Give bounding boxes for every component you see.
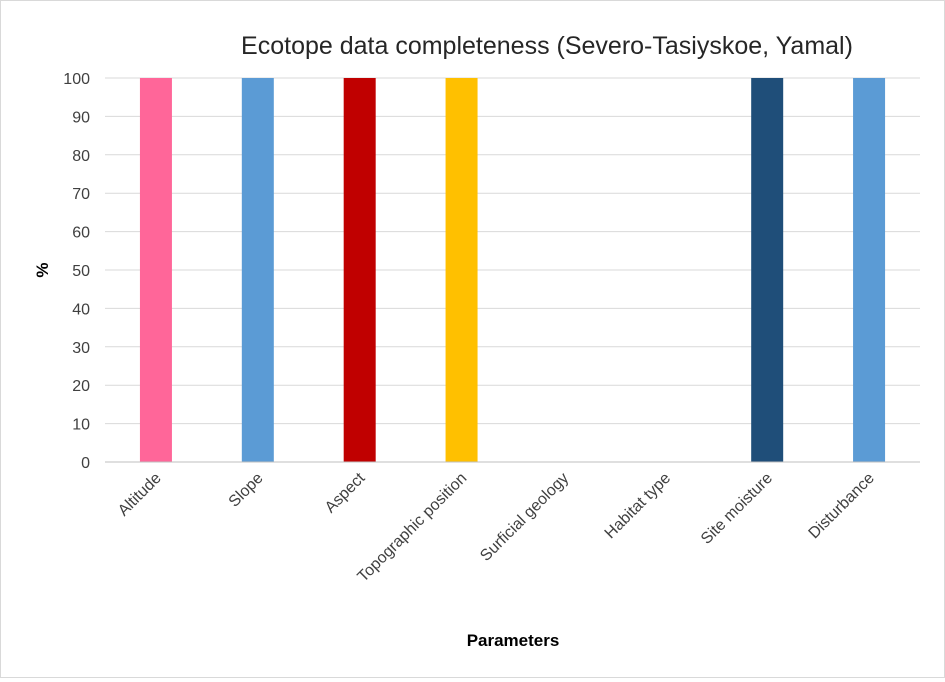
y-tick-label: 30 bbox=[72, 340, 90, 357]
x-tick-label: Topographic position bbox=[355, 470, 471, 586]
y-tick-label: 20 bbox=[72, 378, 90, 395]
y-tick-label: 100 bbox=[63, 71, 90, 88]
bar-topographic-position bbox=[445, 78, 478, 462]
bar-slope bbox=[241, 78, 274, 462]
bar-aspect bbox=[343, 78, 376, 462]
bars bbox=[139, 78, 886, 462]
x-tick-label: Aspect bbox=[322, 469, 369, 516]
bar-altitude bbox=[139, 78, 172, 462]
y-axis-title: % bbox=[33, 262, 52, 277]
x-tick-label: Slope bbox=[226, 470, 267, 511]
y-tick-label: 80 bbox=[72, 148, 90, 165]
bar-disturbance bbox=[853, 78, 886, 462]
y-tick-label: 60 bbox=[72, 225, 90, 242]
y-tick-label: 0 bbox=[81, 455, 90, 472]
y-tick-label: 70 bbox=[72, 186, 90, 203]
bar-site-moisture bbox=[751, 78, 784, 462]
y-axis-ticks: 0 10 20 30 40 50 60 70 80 90 100 bbox=[63, 71, 90, 472]
y-tick-label: 10 bbox=[72, 417, 90, 434]
x-tick-label: Altitude bbox=[115, 470, 165, 520]
y-tick-label: 40 bbox=[72, 301, 90, 318]
x-tick-label: Site moisture bbox=[698, 470, 776, 548]
x-axis-title: Parameters bbox=[467, 631, 560, 650]
chart-title: Ecotope data completeness (Severo-Tasiys… bbox=[241, 32, 853, 60]
x-tick-label: Disturbance bbox=[806, 470, 878, 542]
x-tick-label: Habitat type bbox=[602, 470, 674, 542]
x-tick-label: Surficial geology bbox=[477, 470, 572, 565]
y-tick-label: 90 bbox=[72, 109, 90, 126]
gridlines bbox=[105, 77, 920, 425]
y-tick-label: 50 bbox=[72, 263, 90, 280]
